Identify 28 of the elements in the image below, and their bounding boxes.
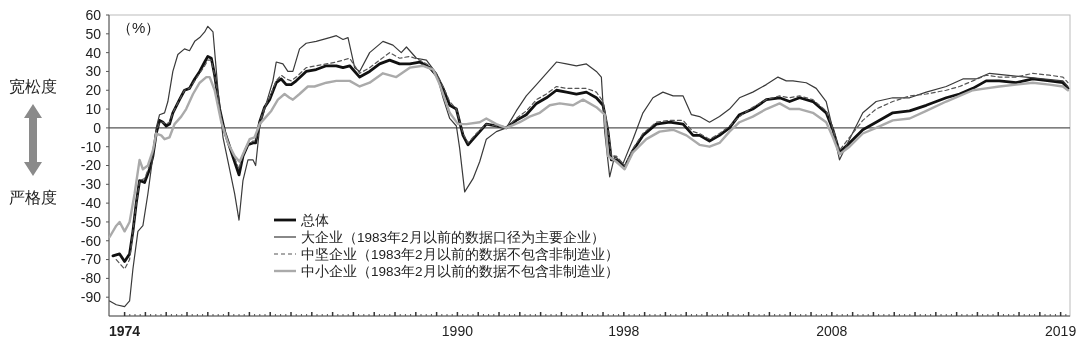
y-tick-label: 0	[93, 119, 102, 136]
y-tick-label: 10	[85, 100, 102, 117]
legend-label: 大企业（1983年2月以前的数据口径为主要企业）	[301, 229, 605, 245]
y-tick-label: -60	[80, 232, 102, 249]
legend-label: 总体	[300, 212, 329, 228]
legend-label: 中坚企业（1983年2月以前的数据不包含非制造业）	[301, 246, 619, 262]
x-tick-label: 2008	[816, 323, 848, 339]
y-tick-label: 60	[85, 6, 102, 23]
y-tick-label: -80	[80, 270, 102, 287]
x-tick-label: 1974	[109, 323, 141, 339]
y-tick-label: 40	[85, 44, 102, 61]
y-tick-label: 30	[85, 63, 102, 80]
y-tick-label: -20	[80, 157, 102, 174]
x-tick-label: 1998	[608, 323, 640, 339]
y-tick-label: -50	[80, 213, 102, 230]
text: 宽松度	[9, 78, 57, 95]
y-axis-title: （%）	[117, 19, 161, 36]
y-tick-label: 50	[85, 25, 102, 42]
y-tick-label: -70	[80, 251, 102, 268]
y-tick-label: 20	[85, 82, 102, 99]
y-tick-label: -10	[80, 138, 102, 155]
legend-label: 中小企业（1983年2月以前的数据不包含非制造业）	[301, 263, 619, 279]
text: 严格度	[9, 189, 57, 206]
y-tick-label: -30	[80, 176, 102, 193]
x-tick-label: 2019	[1045, 323, 1077, 339]
x-tick-label: 1990	[441, 323, 474, 339]
y-tick-label: -90	[80, 289, 102, 306]
y-tick-label: -40	[80, 195, 102, 212]
